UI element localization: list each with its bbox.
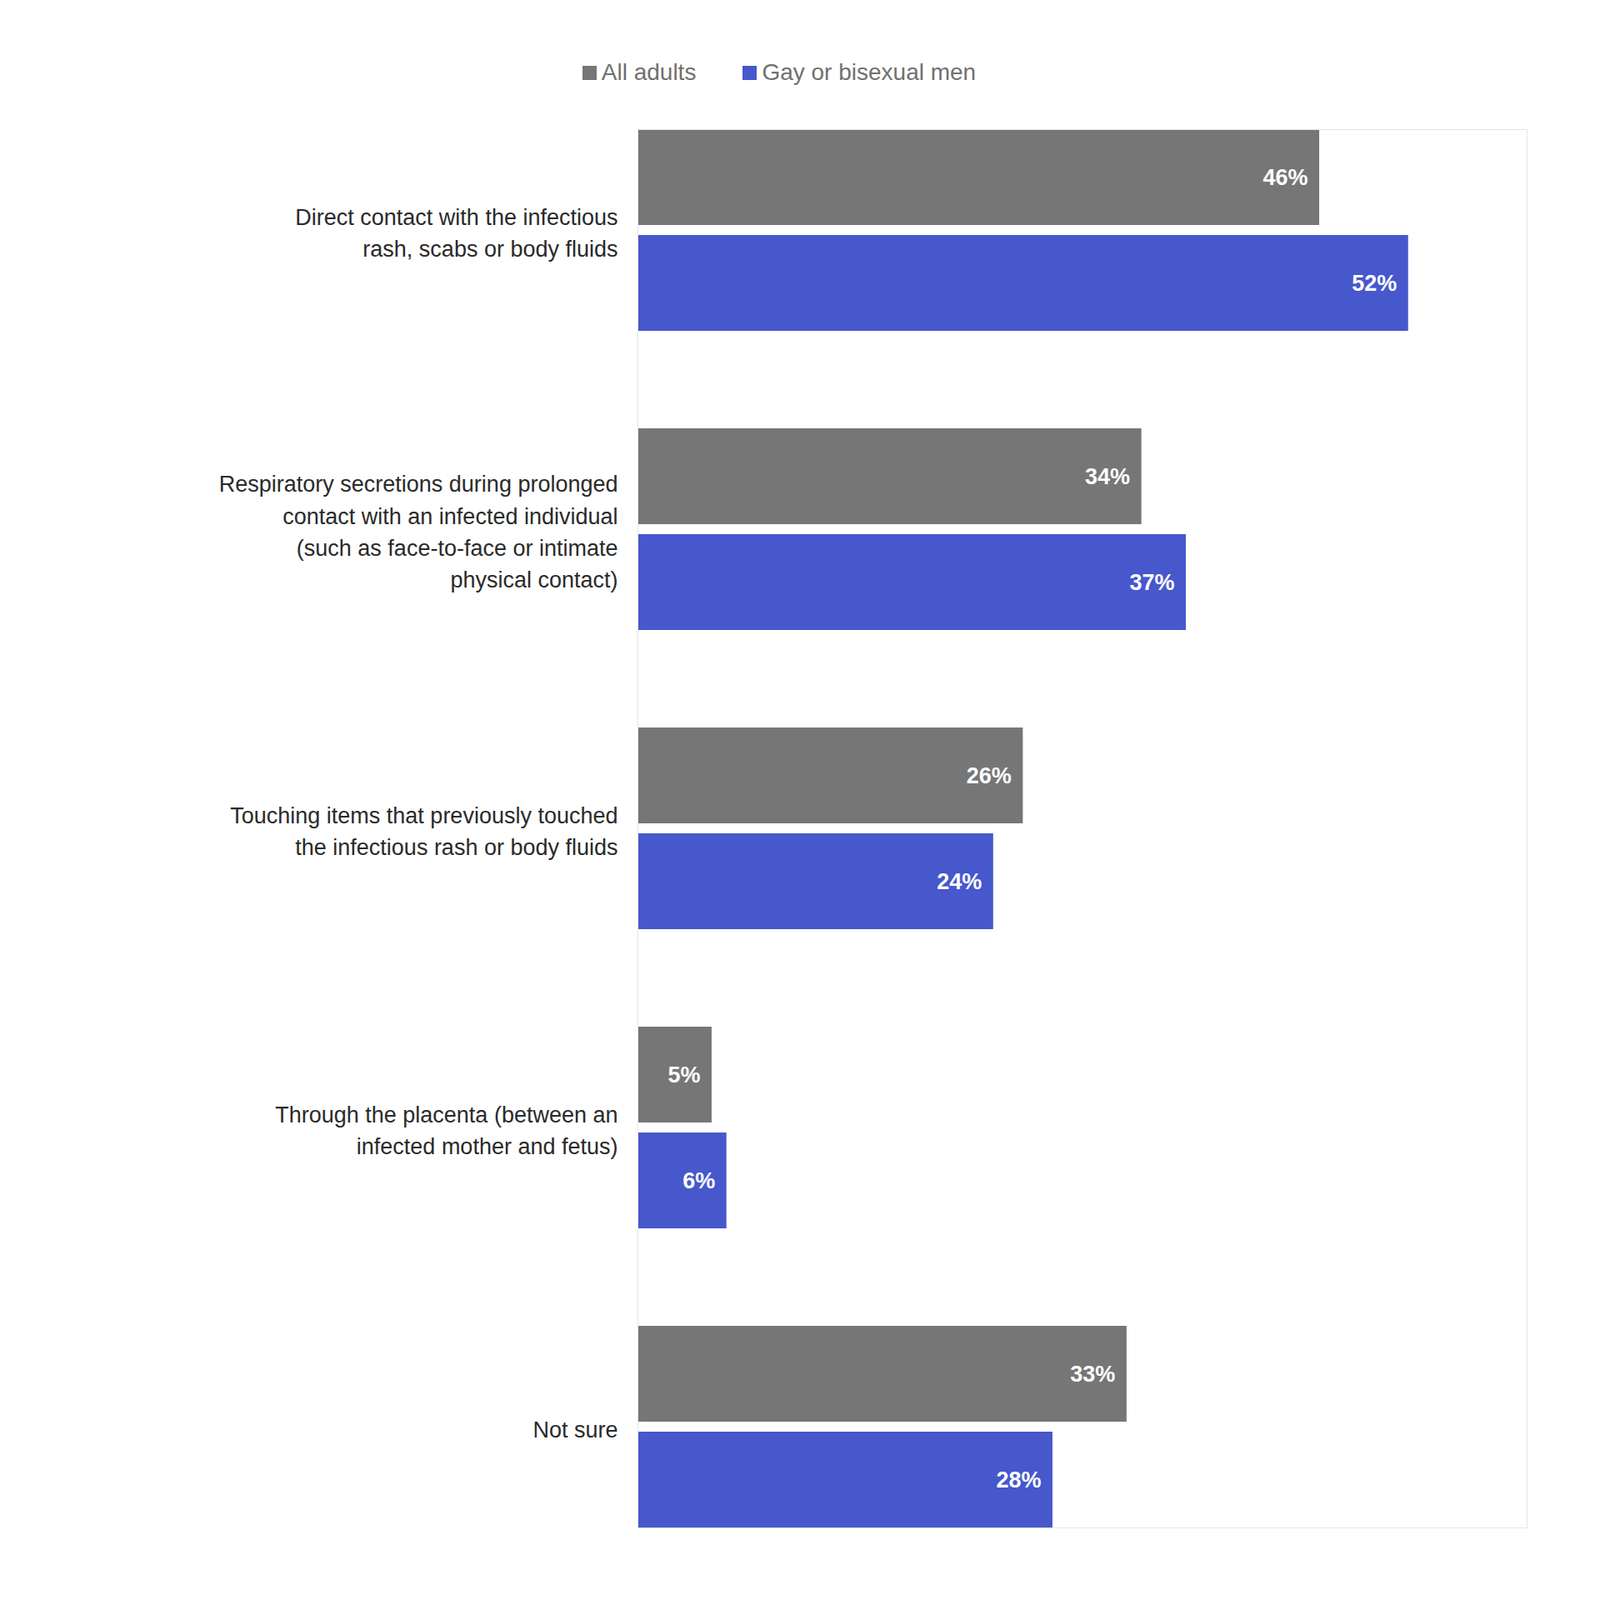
svg-text:Through the placenta (between: Through the placenta (between aninfected… xyxy=(275,1102,618,1160)
svg-text:Not sure: Not sure xyxy=(532,1417,618,1443)
svg-text:46%: 46% xyxy=(1262,165,1308,190)
svg-text:Respiratory secretions during: Respiratory secretions during prolongedc… xyxy=(219,471,619,593)
svg-text:33%: 33% xyxy=(1070,1361,1115,1387)
html-text:Gay or bisexual men: Gay or bisexual men xyxy=(762,59,976,85)
svg-text:5%: 5% xyxy=(667,1062,700,1088)
svg-text:52%: 52% xyxy=(1351,270,1397,296)
svg-text:Touching items that previously: Touching items that previously touchedth… xyxy=(230,803,618,860)
svg-text:6%: 6% xyxy=(682,1168,715,1194)
svg-text:26%: 26% xyxy=(966,763,1012,789)
svg-text:37%: 37% xyxy=(1129,570,1175,595)
svg-text:34%: 34% xyxy=(1085,464,1130,490)
svg-text:24%: 24% xyxy=(936,869,982,895)
html-text:All adults: All adults xyxy=(601,59,697,85)
svg-text:Direct contact with the infect: Direct contact with the infectiousrash, … xyxy=(295,205,618,262)
svg-text:28%: 28% xyxy=(995,1467,1041,1493)
